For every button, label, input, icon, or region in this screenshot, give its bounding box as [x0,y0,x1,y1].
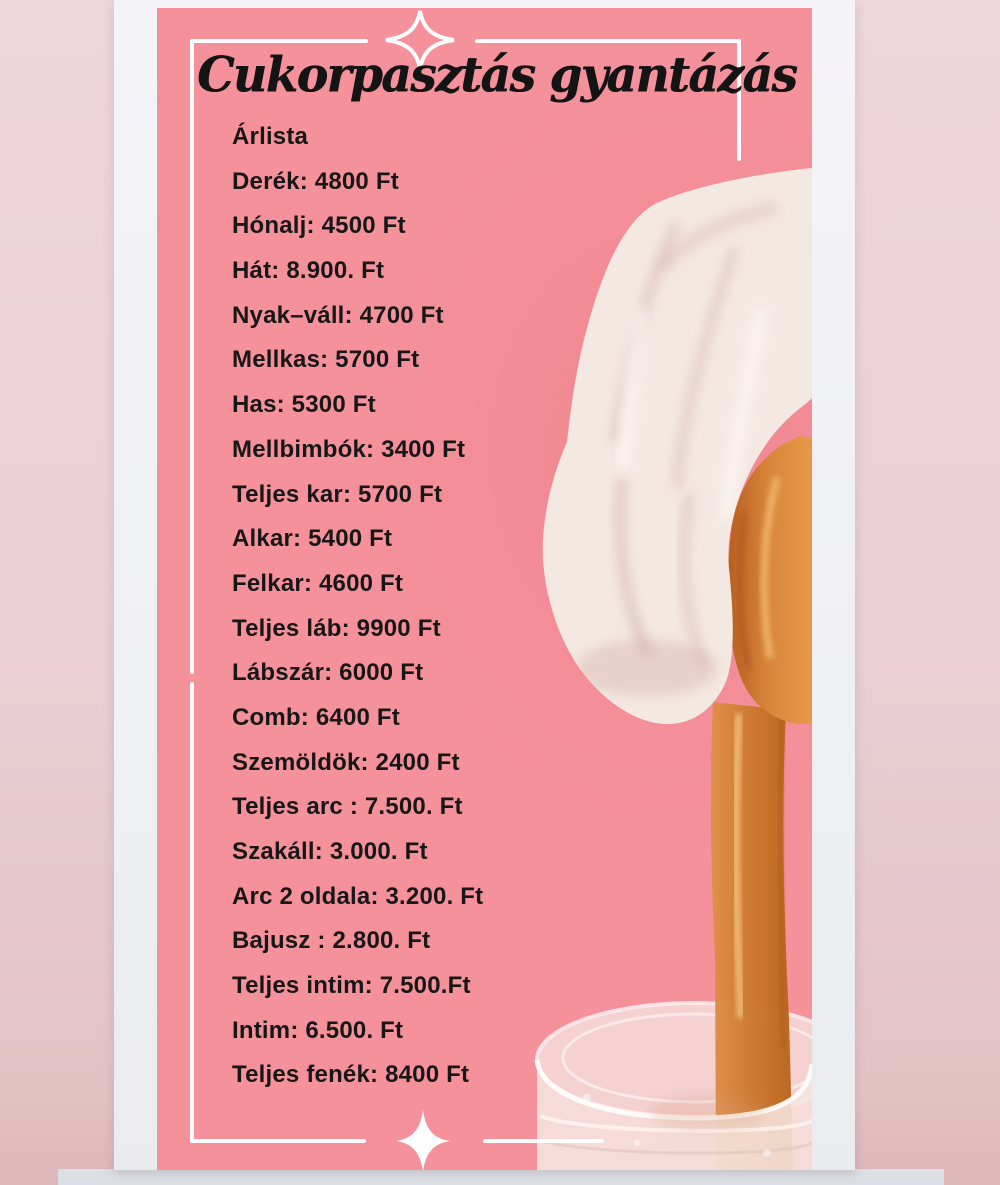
frame-line-left-lower [190,682,194,1142]
paste-stream [710,702,793,1170]
price-list-item: Szemöldök: 2400 Ft [232,748,460,776]
price-list-item: Arc 2 oldala: 3.200. Ft [232,882,484,910]
frame-line-left-upper [190,39,194,674]
price-list-item: Bajusz : 2.800. Ft [232,927,431,955]
price-list-item: Felkar: 4600 Ft [232,569,404,597]
sparkle-filled-icon [396,1110,450,1170]
page-title: Cukorpasztás gyantázás [197,47,798,104]
frame-line-bottom-left [190,1139,366,1143]
paste-glob [727,436,812,724]
price-list-item: Has: 5300 Ft [232,391,376,419]
price-list-item: Intim: 6.500. Ft [232,1016,404,1044]
jar-front [534,1059,812,1170]
waxing-photo [534,168,812,1170]
bottom-shadow-band [58,1169,944,1185]
list-heading: Árlista [232,123,309,150]
price-list-item: Teljes intim: 7.500.Ft [232,972,471,1000]
price-list-item: Nyak–váll: 4700 Ft [232,301,444,329]
price-list-item: Derék: 4800 Ft [232,167,399,195]
price-list-item: Hónalj: 4500 Ft [232,212,406,240]
price-list-item: Szakáll: 3.000. Ft [232,838,428,865]
price-list-item: Mellbimbók: 3400 Ft [232,435,466,463]
frame-line-right [737,39,741,161]
price-list: Árlista Derék: 4800 Ft Hónalj: 4500 Ft H… [232,115,652,1098]
gloved-hand [542,168,812,724]
price-list-item: Teljes arc : 7.500. Ft [232,793,463,821]
frame-line-top-right [475,39,740,43]
price-list-item: Teljes láb: 9900 Ft [232,614,441,642]
frame-line-bottom-right [483,1139,604,1143]
flyer-poster: Cukorpasztás gyantázás Árlista Derék: 48… [157,8,812,1170]
price-list-item: Lábszár: 6000 Ft [232,659,424,687]
price-list-item: Teljes kar: 5700 Ft [232,480,443,508]
sparkle-outline-icon [385,10,455,70]
frame-line-top-left [190,39,368,43]
price-list-item: Teljes fenék: 8400 Ft [232,1061,470,1089]
price-list-item: Comb: 6400 Ft [232,703,400,731]
price-list-item: Mellkas: 5700 Ft [232,346,420,374]
price-list-item: Alkar: 5400 Ft [232,525,393,553]
price-list-item: Hát: 8.900. Ft [232,257,385,285]
poster-card: Cukorpasztás gyantázás Árlista Derék: 48… [114,0,855,1170]
